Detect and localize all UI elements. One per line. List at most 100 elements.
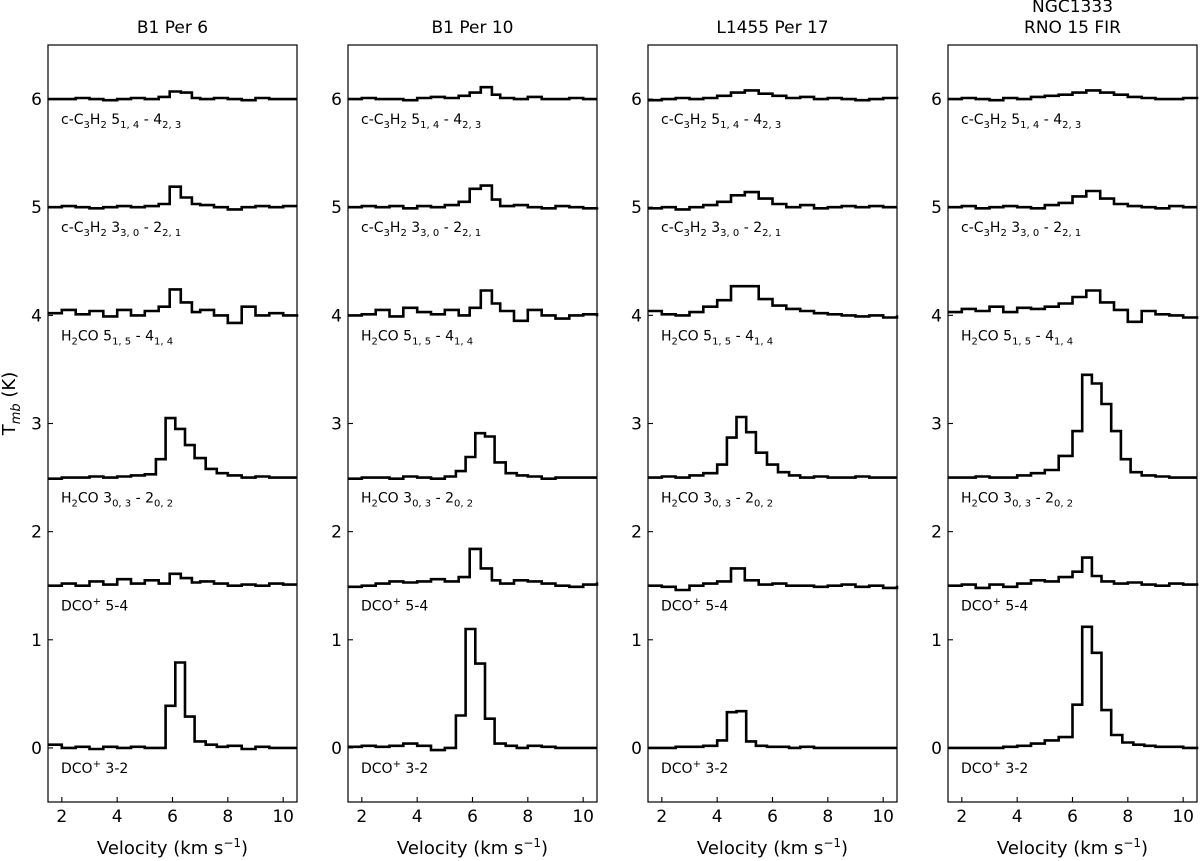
spectrum-panel-2: B1 Per 10 2 4 6 8 10 0 1 2 3 4 5 6 c-C3H2 51, 4 - 42,… <box>331 18 599 859</box>
transition-label: H2CO 51, 5 - 41, 4 <box>361 328 473 347</box>
transition-label: c-C3H2 51, 4 - 42, 3 <box>961 112 1081 131</box>
panel-frame <box>47 44 298 803</box>
y-tick-label: 4 <box>631 306 642 326</box>
y-tick-label: 5 <box>931 198 942 218</box>
y-tick-label: 0 <box>931 739 942 759</box>
x-tick-label: 8 <box>222 807 233 827</box>
x-tick-label: 10 <box>272 807 294 827</box>
x-tick-label: 6 <box>767 807 778 827</box>
y-tick-label: 5 <box>331 198 342 218</box>
transition-label: c-C3H2 51, 4 - 42, 3 <box>361 112 481 131</box>
spectrum-line-4 <box>348 431 597 480</box>
transition-label: c-C3H2 33, 0 - 22, 1 <box>661 220 781 239</box>
spectrum-line-3 <box>48 288 299 325</box>
spectrum-line-1 <box>648 89 899 102</box>
y-tick-label: 2 <box>631 523 642 543</box>
spectrum-line-3 <box>348 289 599 323</box>
transition-label: H2CO 30, 3 - 20, 2 <box>61 491 173 510</box>
transition-label: H2CO 51, 5 - 41, 4 <box>61 328 173 347</box>
spectrum-line-2 <box>48 185 297 211</box>
panel-frame <box>347 44 598 803</box>
y-tick-label: 2 <box>331 523 342 543</box>
x-tick-label: 10 <box>1172 807 1194 827</box>
transition-label: H2CO 51, 5 - 41, 4 <box>661 328 773 347</box>
spectrum-line-2 <box>348 184 599 210</box>
transition-label: H2CO 30, 3 - 20, 2 <box>661 491 773 510</box>
spectrum-line-3 <box>948 289 1199 324</box>
y-tick-label: 1 <box>331 631 342 651</box>
y-tick-label: 4 <box>31 306 42 326</box>
y-tick-label: 3 <box>631 415 642 435</box>
x-tick-label: 8 <box>1122 807 1133 827</box>
x-tick-label: 4 <box>712 807 723 827</box>
spectrum-line-6 <box>48 661 297 751</box>
y-tick-label: 6 <box>331 90 342 110</box>
x-tick-label: 4 <box>1012 807 1023 827</box>
y-tick-label: 5 <box>31 198 42 218</box>
y-tick-label: 3 <box>31 415 42 435</box>
spectrum-line-5 <box>348 547 599 589</box>
y-tick-label: 2 <box>31 523 42 543</box>
y-tick-label: 4 <box>331 306 342 326</box>
y-tick-label: 1 <box>631 631 642 651</box>
y-tick-label: 0 <box>631 739 642 759</box>
spectrum-line-5 <box>648 567 899 592</box>
transition-label: c-C3H2 51, 4 - 42, 3 <box>661 112 781 131</box>
transition-label: H2CO 30, 3 - 20, 2 <box>361 491 473 510</box>
y-tick-label: 1 <box>931 631 942 651</box>
spectrum-line-6 <box>348 627 597 752</box>
x-tick-label: 4 <box>112 807 123 827</box>
spectrum-line-6 <box>948 625 1199 750</box>
y-tick-label: 0 <box>331 739 342 759</box>
y-tick-label: 6 <box>631 90 642 110</box>
spectrum-line-1 <box>948 89 1199 102</box>
transition-label: c-C3H2 33, 0 - 22, 1 <box>361 220 481 239</box>
transition-label: DCO+ 5-4 <box>61 597 128 615</box>
y-axis-label: Tmb (K) <box>0 372 24 437</box>
spectrum-line-2 <box>648 190 897 211</box>
transition-label: H2CO 51, 5 - 41, 4 <box>961 328 1073 347</box>
y-tick-label: 4 <box>931 306 942 326</box>
panel-title: B1 Per 6 <box>137 18 208 38</box>
spectrum-panel-1: B1 Per 6 2 4 6 8 10 0 1 2 3 4 5 6 c-C3H2 51, 4 - 42, … <box>31 18 299 859</box>
x-tick-label: 6 <box>1067 807 1078 827</box>
y-tick-label: 6 <box>931 90 942 110</box>
panel-frame <box>647 44 898 803</box>
panel-frame <box>947 44 1198 803</box>
spectrum-line-1 <box>48 90 297 102</box>
x-tick-label: 2 <box>356 807 367 827</box>
x-tick-label: 8 <box>522 807 533 827</box>
spectrum-line-2 <box>948 189 1197 210</box>
spectrum-line-6 <box>648 709 897 750</box>
y-tick-label: 1 <box>31 631 42 651</box>
y-tick-label: 0 <box>31 739 42 759</box>
transition-label: DCO+ 5-4 <box>661 597 728 615</box>
x-tick-label: 10 <box>572 807 594 827</box>
x-tick-label: 8 <box>822 807 833 827</box>
panel-title: NGC1333 <box>1032 0 1113 17</box>
y-tick-label: 5 <box>631 198 642 218</box>
transition-label: DCO+ 5-4 <box>961 597 1028 615</box>
panel-title: L1455 Per 17 <box>716 18 828 38</box>
transition-label: DCO+ 5-4 <box>361 597 428 615</box>
x-tick-label: 2 <box>56 807 67 827</box>
panel-title: RNO 15 FIR <box>1024 18 1121 38</box>
transition-label: c-C3H2 51, 4 - 42, 3 <box>61 112 181 131</box>
y-tick-label: 2 <box>931 523 942 543</box>
transition-label: c-C3H2 33, 0 - 22, 1 <box>61 220 181 239</box>
y-tick-label: 3 <box>931 415 942 435</box>
transition-label: DCO+ 3-2 <box>961 759 1028 777</box>
transition-label: DCO+ 3-2 <box>361 759 428 777</box>
x-axis-label: Velocity (km s−1) <box>697 836 848 859</box>
y-tick-label: 6 <box>31 90 42 110</box>
spectrum-line-5 <box>948 556 1199 590</box>
spectrum-line-4 <box>648 415 897 479</box>
spectrum-line-1 <box>348 85 597 102</box>
x-tick-label: 6 <box>467 807 478 827</box>
y-tick-label: 3 <box>331 415 342 435</box>
spectrum-line-3 <box>648 284 899 319</box>
x-axis-label: Velocity (km s−1) <box>97 836 248 859</box>
x-tick-label: 2 <box>956 807 967 827</box>
